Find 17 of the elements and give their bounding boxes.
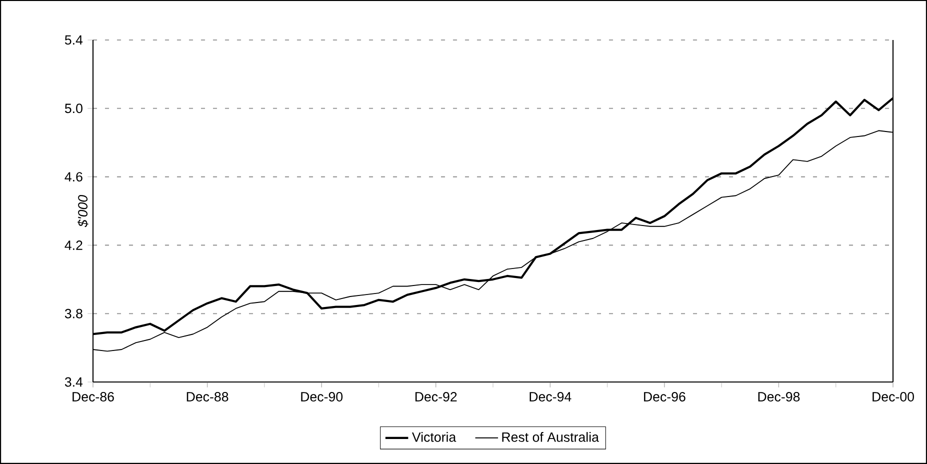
x-tick-label: Dec-92 <box>415 392 457 402</box>
x-tick-label: Dec-96 <box>644 392 686 402</box>
y-axis-title: $'000 <box>78 194 88 228</box>
y-tick-label: 4.2 <box>64 240 82 250</box>
y-tick-label: 5.4 <box>64 35 83 45</box>
y-tick-label: 3.8 <box>64 308 82 318</box>
y-tick-label: 5.0 <box>64 104 82 114</box>
y-tick-label: 3.4 <box>64 377 83 387</box>
legend-label: Victoria <box>412 432 456 442</box>
x-tick-label: Dec-94 <box>530 392 572 402</box>
y-tick-label: 4.6 <box>64 172 82 182</box>
x-tick-label: Dec-90 <box>301 392 343 402</box>
x-tick-label: Dec-88 <box>186 392 228 402</box>
x-tick-label: Dec-98 <box>758 392 800 402</box>
x-tick-label: Dec-86 <box>72 392 114 402</box>
legend-label: Rest of Australia <box>502 432 599 442</box>
x-tick-label: Dec-00 <box>872 392 914 402</box>
